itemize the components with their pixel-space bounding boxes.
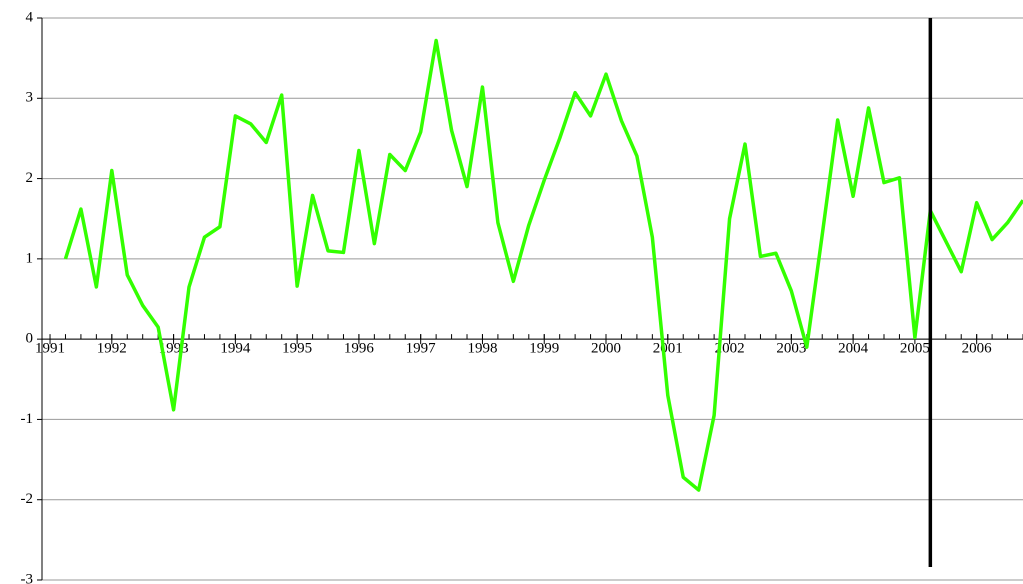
- x-tick-label: 2002: [715, 341, 745, 357]
- x-tick-label: 1998: [467, 341, 497, 357]
- y-tick-label: -3: [21, 571, 34, 584]
- y-tick-label: -2: [21, 491, 34, 507]
- x-tick-label: 2003: [776, 341, 806, 357]
- x-tick-label: 1996: [344, 341, 375, 357]
- x-tick-label: 1999: [529, 341, 559, 357]
- x-tick-label: 1994: [220, 341, 251, 357]
- x-tick-label: 1995: [282, 341, 312, 357]
- x-tick-label: 1991: [35, 341, 65, 357]
- x-tick-label: 2000: [591, 341, 621, 357]
- y-tick-label: 0: [26, 331, 34, 347]
- series-line: [63, 38, 1023, 492]
- plot-area: [63, 38, 1023, 492]
- x-tick-label: 2006: [962, 341, 993, 357]
- x-tick-label: 1997: [406, 341, 437, 357]
- y-tick-label: -1: [21, 411, 34, 427]
- y-tick-label: 1: [26, 250, 34, 266]
- y-tick-label: 4: [26, 9, 34, 25]
- x-tick-label: 2004: [838, 341, 869, 357]
- y-tick-label: 2: [26, 170, 34, 186]
- y-tick-label: 3: [26, 90, 34, 106]
- x-tick-label: 1992: [97, 341, 127, 357]
- x-tick-label: 2001: [653, 341, 683, 357]
- x-tick-label: 2005: [900, 341, 930, 357]
